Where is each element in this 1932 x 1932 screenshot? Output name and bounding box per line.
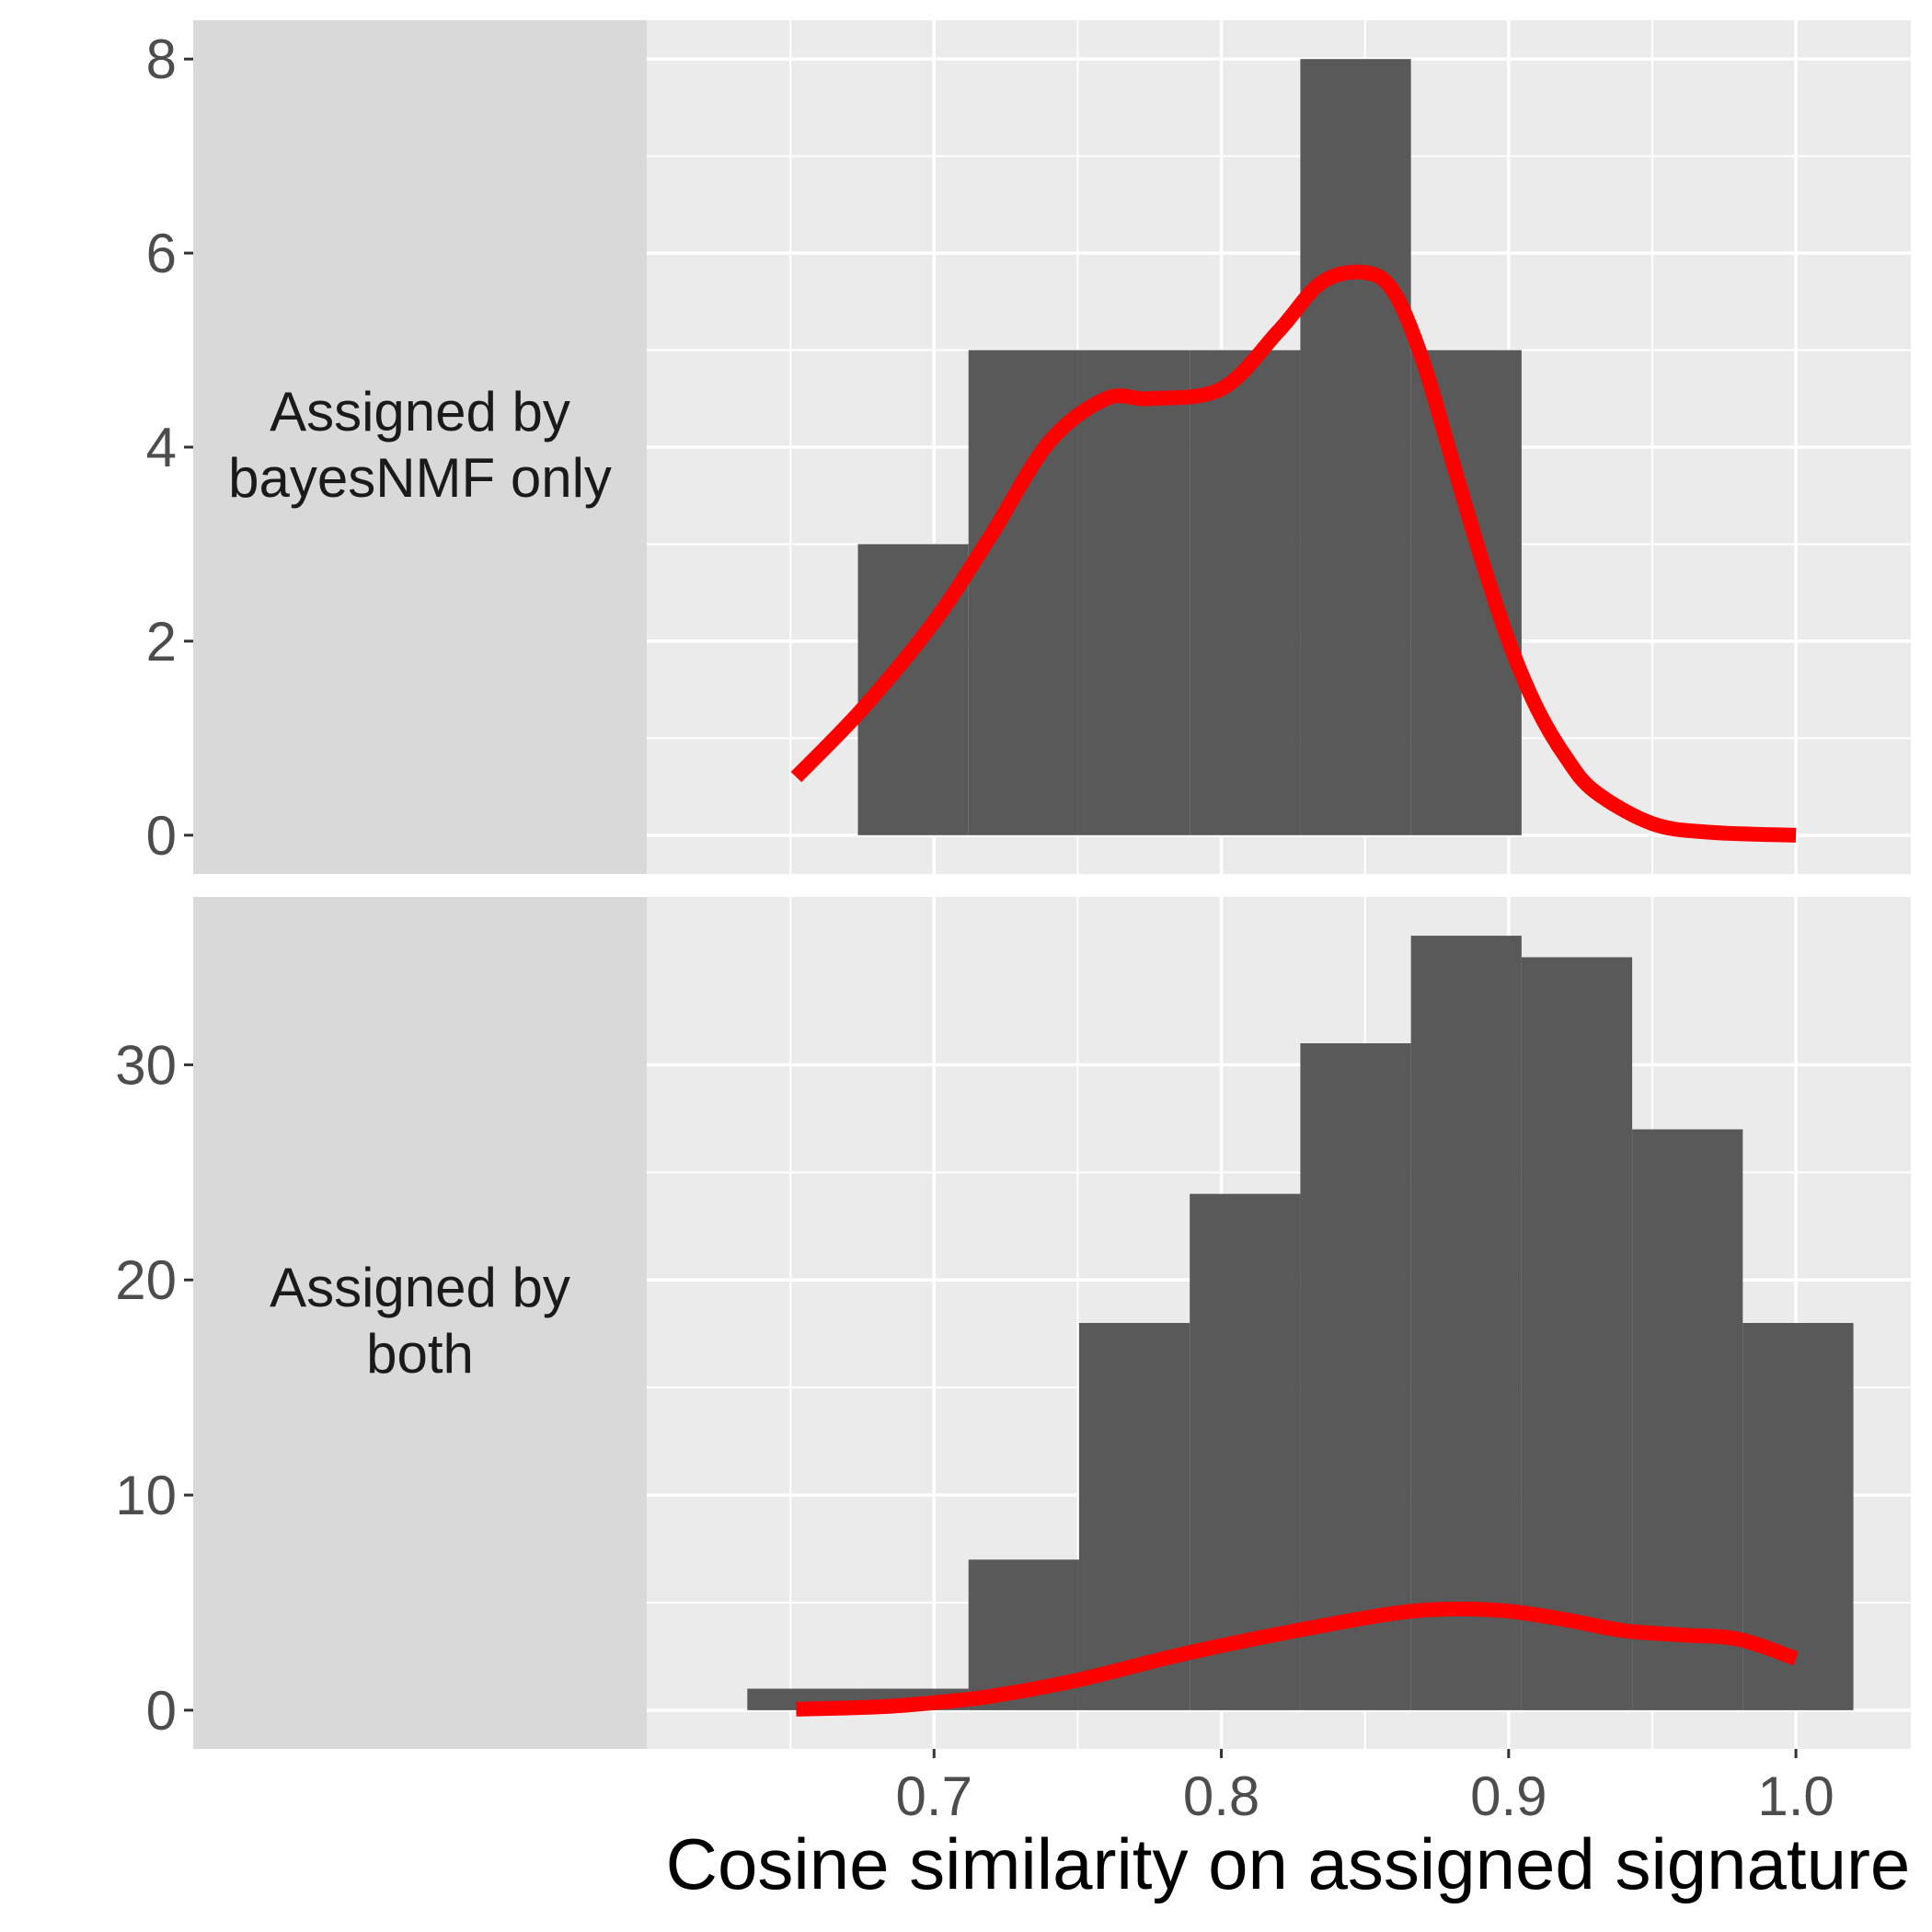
histogram-bar [1632,1129,1743,1710]
y-tick-label: 10 [115,1465,177,1526]
histogram-bar [1190,350,1301,835]
density-curve [790,264,1797,843]
y-tick-label: 4 [146,417,177,478]
y-tick-label: 2 [146,611,177,673]
x-axis: 0.7 0.8 0.9 1.0 [896,1749,1834,1827]
facet-strip [193,20,647,874]
y-tick-label: 0 [146,805,177,867]
histogram-bar [1410,936,1522,1710]
histogram-bar [1521,957,1633,1710]
y-tick-label: 0 [146,1680,177,1742]
facet-strip-label: bayesNMF only [228,447,612,509]
histogram-bar [1410,350,1522,835]
y-tick-label: 20 [115,1249,177,1311]
facet-strip-label: Assigned by [270,381,570,443]
y-tick-label: 8 [146,29,177,90]
facet-strip-label: both [366,1323,474,1385]
histogram-bar [1300,59,1411,835]
histogram-bar [1078,350,1190,835]
x-tick-label: 0.8 [1183,1765,1259,1827]
x-tick-label: 1.0 [1757,1765,1834,1827]
y-tick-label: 30 [115,1034,177,1096]
x-axis-title: Cosine similarity on assigned signature [666,1823,1911,1904]
histogram-bar [1190,1193,1301,1710]
facet-strip [193,897,647,1749]
x-tick-label: 0.9 [1470,1765,1547,1827]
y-tick-label: 6 [146,223,177,284]
density-curve [796,1601,1799,1717]
x-tick-label: 0.7 [896,1765,972,1827]
facet-strip-label: Assigned by [270,1257,570,1318]
histogram-bar [1300,1043,1411,1710]
histogram-bar [1078,1323,1190,1710]
